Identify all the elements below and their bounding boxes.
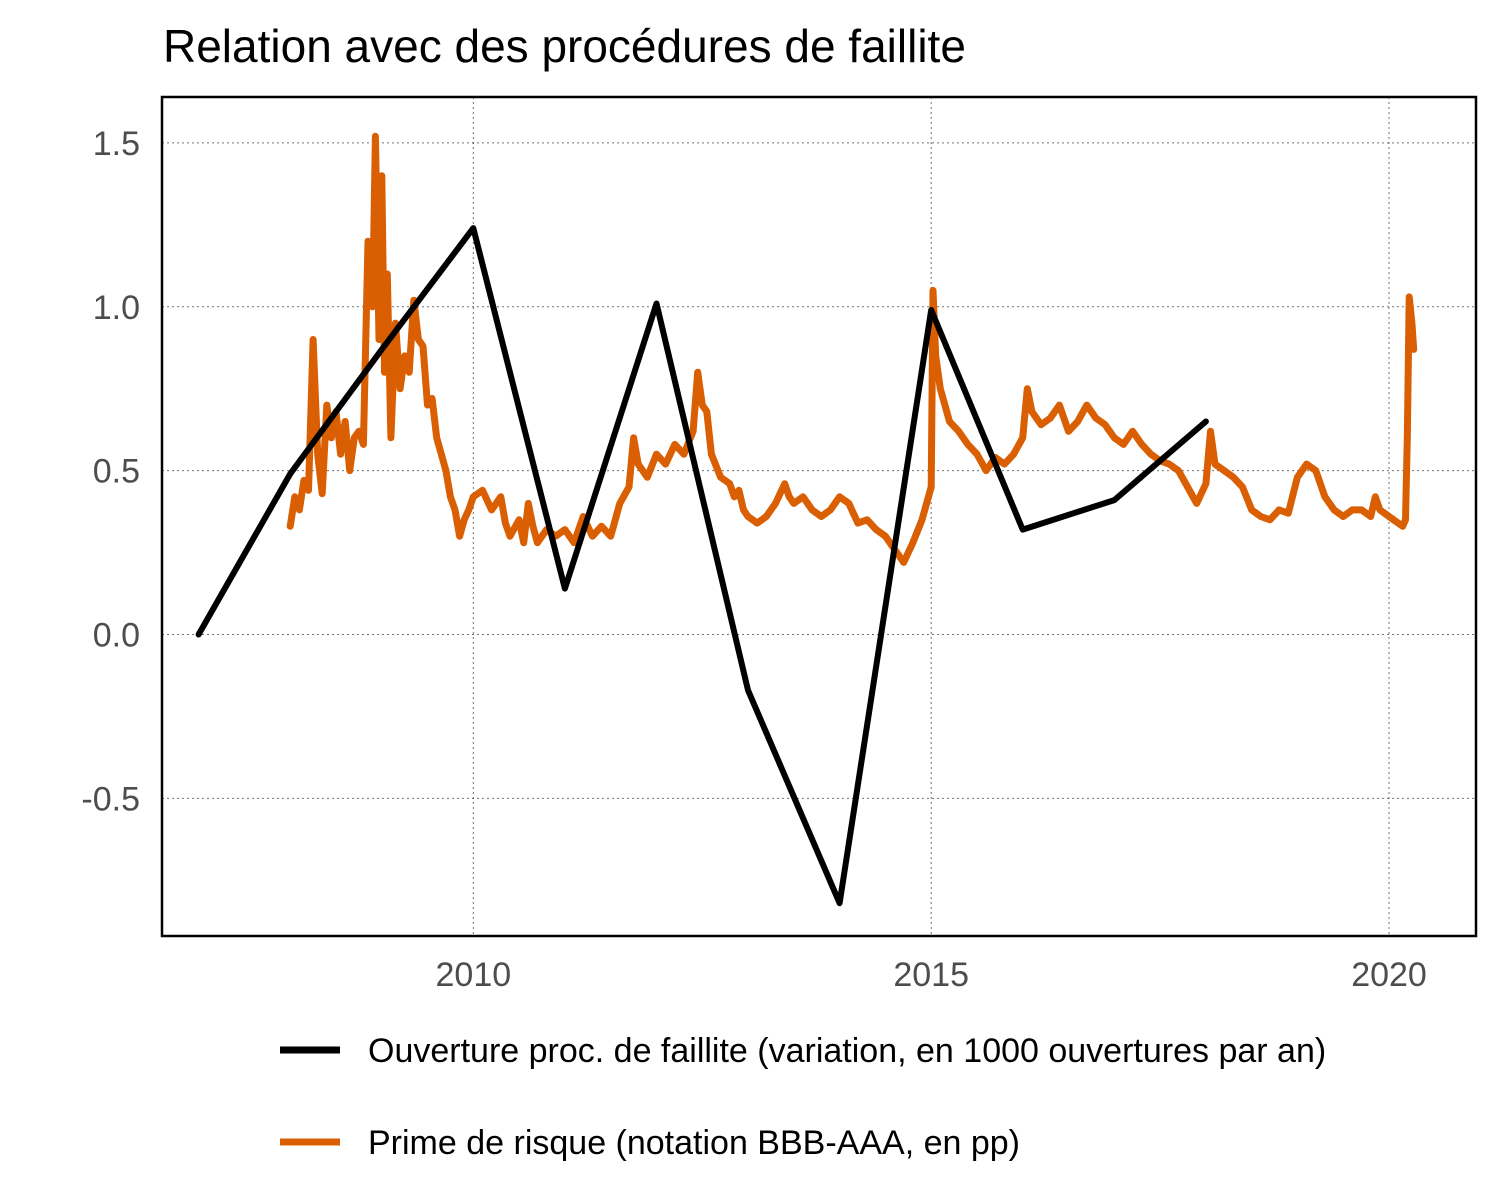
series-layer (195, 132, 1418, 907)
x-tick-label: 2015 (893, 956, 969, 994)
y-tick-label: 1.5 (93, 125, 140, 163)
y-axis: -0.5 0.0 0.5 1.0 1.5 (81, 125, 140, 818)
x-tick-label: 2020 (1351, 956, 1427, 994)
y-tick-label: -0.5 (81, 780, 140, 818)
legend-label: Ouverture proc. de faillite (variation, … (368, 1032, 1326, 1070)
legend-label: Prime de risque (notation BBB-AAA, en pp… (368, 1124, 1020, 1162)
x-axis: 2010 2015 2020 (436, 956, 1427, 994)
y-tick-label: 0.5 (93, 453, 140, 491)
series-line-faillite (195, 225, 1209, 907)
y-tick-label: 1.0 (93, 289, 140, 327)
plot-frame (160, 95, 1478, 938)
y-tick-label: 0.0 (93, 616, 140, 654)
series-line-prime-de-risque (286, 132, 1418, 566)
x-tick-label: 2010 (436, 956, 512, 994)
grid (162, 97, 1476, 936)
chart-title: Relation avec des procédures de faillite (163, 20, 966, 72)
legend: Ouverture proc. de faillite (variation, … (280, 1032, 1326, 1162)
